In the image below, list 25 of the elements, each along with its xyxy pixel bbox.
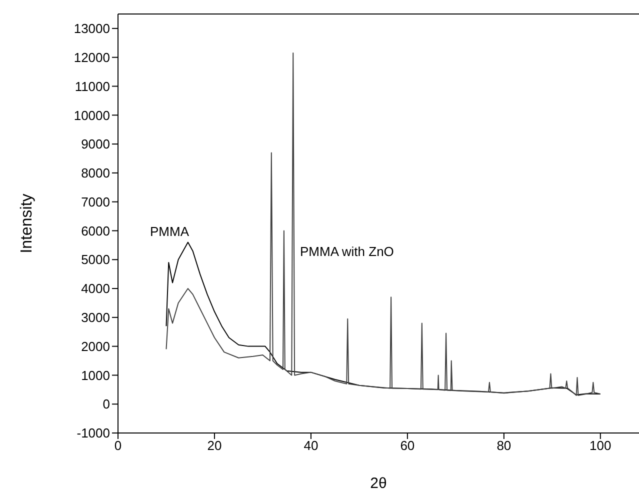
x-tick-label: 20 [207, 438, 222, 454]
y-tick-label: 3000 [81, 310, 110, 326]
x-tick-label: 60 [400, 438, 415, 454]
y-tick-label: 8000 [81, 166, 110, 181]
y-tick-label: -1000 [76, 426, 110, 441]
x-tick-label: 0 [114, 438, 122, 454]
y-tick-label: 6000 [81, 223, 110, 238]
y-tick-label: 4000 [81, 281, 110, 296]
series-label: PMMA [150, 224, 189, 239]
y-tick-label: 5000 [81, 252, 110, 268]
series-label: PMMA with ZnO [300, 244, 394, 259]
x-tick-label: 100 [590, 438, 612, 454]
y-tick-label: 2000 [81, 338, 110, 354]
y-tick-label: 13000 [74, 21, 110, 36]
y-tick-label: 11000 [74, 78, 110, 94]
y-tick-label: 9000 [81, 136, 110, 152]
y-tick-label: 1000 [81, 368, 110, 383]
y-tick-label: 12000 [74, 50, 110, 65]
y-tick-label: 0 [102, 396, 110, 412]
x-axis-title: 2θ [370, 475, 387, 492]
x-tick-label: 40 [304, 438, 318, 454]
x-tick-label: 80 [496, 438, 512, 454]
y-axis-title: Intensity [18, 194, 36, 254]
y-tick-label: 10000 [74, 108, 110, 123]
y-tick-label: 7000 [81, 194, 110, 210]
